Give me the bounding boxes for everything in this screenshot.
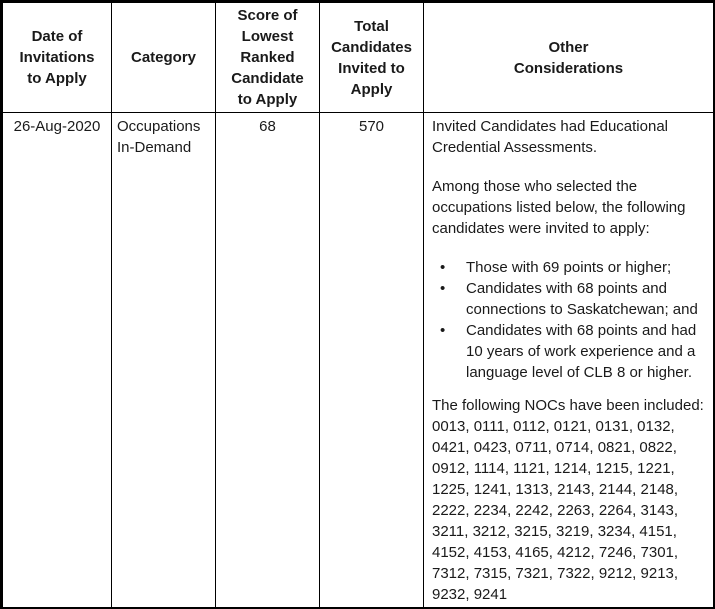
header-row: Date of Invitations to Apply Category Sc…: [2, 2, 713, 113]
cell-other-considerations: Invited Candidates had Educational Crede…: [423, 112, 713, 607]
paragraph-educational-credential: Invited Candidates had Educational Crede…: [432, 118, 669, 156]
col-header-category: Category: [111, 2, 216, 113]
col-header-date-of-invitations: Date of Invitations to Apply: [2, 2, 112, 113]
table-row: 26-Aug-2020 Occupations In-Demand 68 570…: [2, 112, 713, 607]
nocs-intro-text: The following NOCs have been included:: [432, 397, 704, 414]
col-header-other-considerations: Other Considerations: [423, 2, 713, 113]
bullet-69-points: Those with 69 points or higher;: [432, 257, 707, 278]
nocs-codes-list: 0013, 0111, 0112, 0121, 0131, 0132, 0421…: [432, 418, 679, 603]
cell-category: Occupations In-Demand: [111, 112, 216, 607]
bullet-68-points-experience: Candidates with 68 points and had 10 yea…: [432, 320, 707, 383]
cell-score: 68: [215, 112, 320, 607]
bullet-68-points-connections: Candidates with 68 points and connection…: [432, 278, 707, 320]
cell-date: 26-Aug-2020: [2, 112, 112, 607]
cell-total: 570: [319, 112, 424, 607]
paragraph-among-those: Among those who selected the occupations…: [432, 178, 686, 237]
col-header-total-candidates-invited: Total Candidates Invited to Apply: [319, 2, 424, 113]
bullet-list: Those with 69 points or higher; Candidat…: [432, 257, 707, 383]
paragraph-nocs: The following NOCs have been included: 0…: [432, 395, 707, 605]
col-header-score-lowest-ranked: Score of Lowest Ranked Candidate to Appl…: [215, 2, 320, 113]
